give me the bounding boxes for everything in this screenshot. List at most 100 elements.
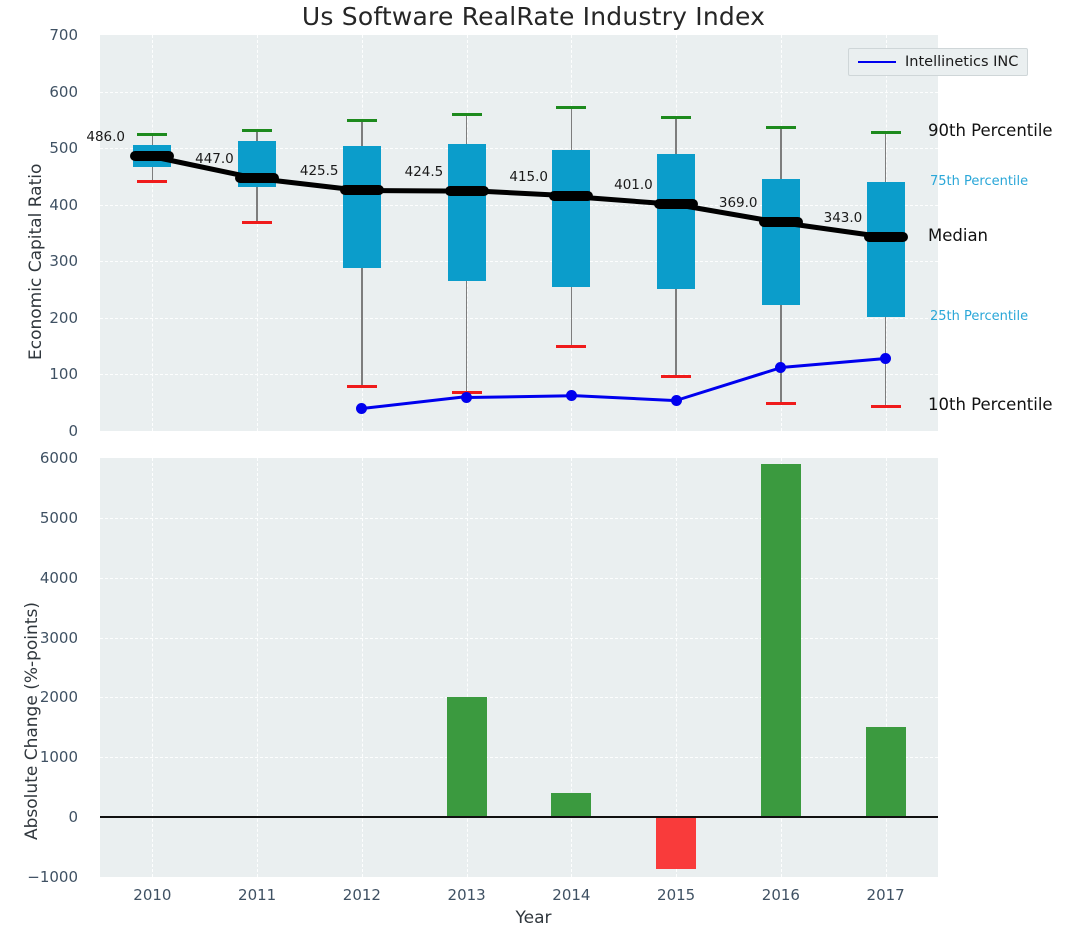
box-2012 (342, 145, 381, 268)
median-value-label-2015: 401.0 (614, 177, 653, 194)
gridline-h (100, 757, 938, 759)
p10-cap-2017 (870, 404, 901, 408)
company-point-2012 (356, 403, 368, 415)
x-tick-label-2010: 2010 (133, 886, 172, 904)
x-tick-label-2015: 2015 (657, 886, 696, 904)
y-tick-label-bottom: 6000 (39, 449, 78, 467)
gridline-v (152, 458, 154, 877)
p10-cap-2012 (346, 384, 377, 388)
gridline-h (100, 374, 938, 376)
gridline-h (100, 577, 938, 579)
median-marker-2015 (654, 199, 699, 210)
box-2013 (447, 144, 486, 281)
y-tick-label-bottom: 3000 (39, 628, 78, 647)
y-tick-label-top: 0 (68, 422, 78, 440)
gridline-v (361, 458, 363, 877)
gridline-h (100, 204, 938, 206)
box-2015 (657, 154, 696, 289)
median-value-label-2013: 424.5 (404, 163, 444, 180)
bar-2016 (760, 463, 801, 818)
y-tick-label-top: 600 (49, 82, 78, 101)
median-marker-2010 (130, 151, 175, 162)
p90-cap-2012 (346, 119, 377, 123)
x-tick-label-2014: 2014 (552, 886, 591, 904)
gridline-v (571, 458, 573, 877)
median-marker-2014 (549, 191, 594, 202)
y-tick-label-bottom: 1000 (39, 748, 78, 767)
annotation-75th-percentile: 75th Percentile (930, 174, 1029, 190)
y-tick-label-bottom: −1000 (27, 868, 78, 886)
chart-title: Us Software RealRate Industry Index (301, 2, 766, 31)
x-axis-label: Year (515, 908, 552, 928)
median-value-label-2011: 447.0 (195, 151, 234, 168)
p10-cap-2014 (556, 345, 587, 349)
gridline-h (100, 697, 938, 699)
median-value-label-2016: 369.0 (718, 195, 758, 212)
legend: Intellinetics INC (848, 48, 1029, 76)
legend-label: Intellinetics INC (905, 54, 1019, 70)
p10-cap-2015 (661, 374, 692, 378)
company-point-2013 (461, 391, 473, 403)
gridline-v (257, 35, 259, 431)
y-tick-label-bottom: 2000 (39, 688, 78, 707)
box-2016 (761, 178, 800, 305)
box-2017 (866, 182, 905, 317)
p10-cap-2011 (242, 220, 273, 224)
x-tick-label-2011: 2011 (238, 886, 277, 904)
median-marker-2016 (758, 217, 803, 228)
gridline-h (100, 261, 938, 263)
median-marker-2017 (863, 231, 908, 242)
p10-cap-2010 (137, 180, 168, 184)
legend-line-icon (858, 60, 896, 64)
gridline-h (100, 637, 938, 639)
annotation-25th-percentile: 25th Percentile (930, 308, 1029, 324)
median-value-label-2010: 486.0 (86, 129, 126, 146)
x-tick-label-2013: 2013 (447, 886, 486, 904)
bar-2013 (446, 697, 487, 818)
y-tick-label-bottom: 0 (68, 808, 78, 827)
p10-cap-2016 (765, 401, 796, 405)
p90-cap-2014 (556, 105, 587, 109)
x-tick-label-2012: 2012 (342, 886, 381, 904)
gridline-h (100, 91, 938, 93)
p90-cap-2013 (451, 112, 482, 116)
gridline-h (100, 317, 938, 319)
p90-cap-2017 (870, 130, 901, 134)
gridline-h (100, 148, 938, 150)
economic-capital-ratio-plot-area (100, 35, 938, 431)
y-tick-label-bottom: 5000 (39, 508, 78, 527)
median-marker-2013 (444, 185, 489, 196)
y-tick-label-top: 300 (49, 252, 78, 271)
y-tick-label-top: 700 (49, 26, 78, 44)
p90-cap-2011 (242, 128, 273, 132)
company-point-2017 (880, 353, 892, 365)
p90-cap-2015 (661, 115, 692, 119)
median-marker-2012 (339, 185, 384, 196)
bar-2015 (656, 817, 697, 870)
y-tick-label-bottom: 4000 (39, 568, 78, 587)
gridline-v (257, 458, 259, 877)
company-point-2016 (775, 362, 787, 374)
box-2014 (552, 149, 591, 287)
x-tick-label-2016: 2016 (761, 886, 800, 904)
company-point-2015 (670, 394, 682, 406)
gridline-v (676, 458, 678, 877)
bar-2014 (551, 793, 592, 818)
median-marker-2011 (235, 173, 280, 184)
p90-cap-2016 (765, 125, 796, 129)
gridline-v (885, 458, 887, 877)
annotation-10th-percentile: 10th Percentile (928, 395, 1053, 415)
company-point-2014 (565, 389, 577, 401)
annotation-median: Median (928, 225, 989, 245)
absolute-change-plot-area (100, 458, 938, 877)
y-tick-label-top: 100 (49, 365, 78, 384)
y-tick-label-top: 500 (49, 139, 78, 158)
gridline-v (152, 35, 154, 431)
median-value-label-2012: 425.5 (299, 163, 339, 180)
x-tick-label-2017: 2017 (866, 886, 905, 904)
y-tick-label-top: 400 (49, 195, 78, 214)
p90-cap-2010 (137, 133, 168, 137)
annotation-90th-percentile: 90th Percentile (928, 121, 1053, 141)
median-value-label-2014: 415.0 (509, 169, 549, 186)
bar-2017 (865, 727, 906, 818)
